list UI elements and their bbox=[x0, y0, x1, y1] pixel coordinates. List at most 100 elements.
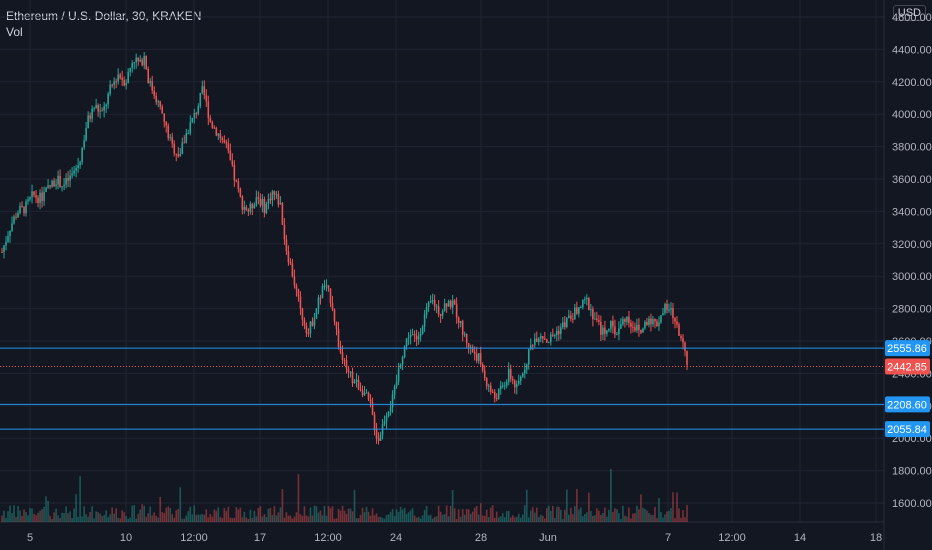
volume-bar bbox=[93, 518, 95, 522]
candle-body bbox=[634, 327, 636, 331]
candle-body bbox=[636, 324, 638, 331]
candle-body bbox=[103, 106, 105, 111]
candle-body bbox=[419, 333, 422, 337]
currency-button[interactable]: USD bbox=[892, 5, 926, 21]
candle-body bbox=[151, 81, 154, 91]
volume-bar bbox=[279, 507, 282, 522]
candle-body bbox=[429, 301, 432, 303]
candle-body bbox=[167, 125, 170, 138]
candle-body bbox=[57, 175, 59, 185]
volume-bar bbox=[149, 506, 152, 522]
candle-body bbox=[343, 359, 346, 361]
volume-bar bbox=[594, 515, 596, 522]
candle-body bbox=[241, 196, 244, 210]
candle-body bbox=[684, 342, 686, 351]
volume-bar bbox=[195, 514, 198, 522]
candle-body bbox=[369, 399, 372, 403]
volume-bar bbox=[554, 518, 556, 522]
volume-bar bbox=[307, 516, 310, 522]
candle-body bbox=[259, 198, 262, 206]
volume-bar bbox=[347, 508, 350, 522]
volume-bar bbox=[417, 516, 420, 522]
volume-bar bbox=[423, 509, 426, 522]
candle-body bbox=[682, 337, 684, 343]
candle-body bbox=[93, 108, 95, 110]
volume-bar bbox=[391, 509, 394, 522]
candle-body bbox=[564, 322, 566, 327]
volume-bar bbox=[281, 489, 284, 522]
candle-body bbox=[570, 315, 572, 319]
volume-bar bbox=[239, 507, 242, 522]
volume-bar bbox=[610, 468, 612, 522]
candle-body bbox=[211, 121, 214, 128]
volume-bar bbox=[161, 512, 164, 522]
candle-body bbox=[584, 299, 586, 301]
volume-bar bbox=[359, 514, 362, 522]
candle-body bbox=[399, 364, 402, 369]
candle-body bbox=[87, 115, 89, 128]
candle-body bbox=[537, 338, 540, 342]
candle-body bbox=[125, 82, 127, 86]
candle-body bbox=[501, 385, 504, 387]
candle-body bbox=[357, 379, 360, 390]
time-tick-label: Jun bbox=[539, 532, 557, 544]
volume-bar bbox=[167, 506, 170, 522]
time-tick-label: 17 bbox=[254, 532, 266, 544]
volume-bar bbox=[29, 508, 31, 522]
candle-body bbox=[179, 154, 182, 157]
volume-bar bbox=[499, 516, 502, 522]
volume-bar bbox=[21, 515, 23, 522]
volume-bar bbox=[487, 517, 490, 522]
candle-body bbox=[598, 320, 600, 322]
candle-body bbox=[347, 368, 350, 373]
volume-bar bbox=[51, 518, 53, 522]
candle-body bbox=[289, 262, 292, 264]
candle-body bbox=[165, 121, 168, 126]
candle-body bbox=[349, 371, 352, 373]
candle-body bbox=[545, 339, 548, 343]
volume-bar bbox=[223, 507, 226, 522]
volume-bar bbox=[135, 518, 137, 522]
candle-body bbox=[311, 321, 314, 326]
candle-body bbox=[101, 110, 103, 112]
volume-bar bbox=[479, 503, 482, 522]
candle-body bbox=[169, 137, 172, 139]
candle-body bbox=[481, 364, 484, 371]
volume-bar bbox=[171, 514, 174, 522]
volume-bar bbox=[550, 510, 552, 522]
volume-bar bbox=[527, 517, 530, 522]
volume-bar bbox=[509, 517, 512, 522]
volume-bar bbox=[469, 513, 472, 522]
volume-bar bbox=[219, 516, 222, 522]
volume-bar bbox=[43, 506, 45, 522]
volume-bar bbox=[674, 518, 676, 522]
candle-body bbox=[29, 197, 31, 200]
candle-body bbox=[425, 307, 428, 315]
volume-bar bbox=[429, 514, 432, 522]
volume-bar bbox=[331, 506, 334, 522]
volume-bar bbox=[37, 512, 39, 522]
volume-bar bbox=[465, 509, 468, 522]
time-tick-label: 12:00 bbox=[180, 532, 208, 544]
volume-bar bbox=[389, 511, 392, 522]
level-label: 2208.60 bbox=[887, 399, 927, 411]
candle-body bbox=[61, 186, 63, 188]
candle-body bbox=[127, 71, 129, 83]
volume-bar bbox=[81, 516, 83, 522]
volume-bar bbox=[49, 515, 51, 522]
volume-bar bbox=[652, 515, 654, 522]
volume-bar bbox=[361, 507, 364, 522]
candle-body bbox=[353, 381, 356, 384]
candle-body bbox=[674, 318, 676, 322]
candle-body bbox=[580, 307, 582, 309]
volume-bar bbox=[377, 517, 380, 522]
candle-body bbox=[325, 285, 328, 287]
volume-bar bbox=[485, 509, 488, 522]
volume-bar bbox=[261, 516, 264, 522]
volume-bar bbox=[109, 514, 111, 522]
candle-body bbox=[463, 333, 466, 335]
volume-bar bbox=[387, 514, 390, 522]
volume-bar bbox=[289, 515, 292, 522]
volume-indicator-label[interactable]: Vol bbox=[6, 25, 23, 39]
